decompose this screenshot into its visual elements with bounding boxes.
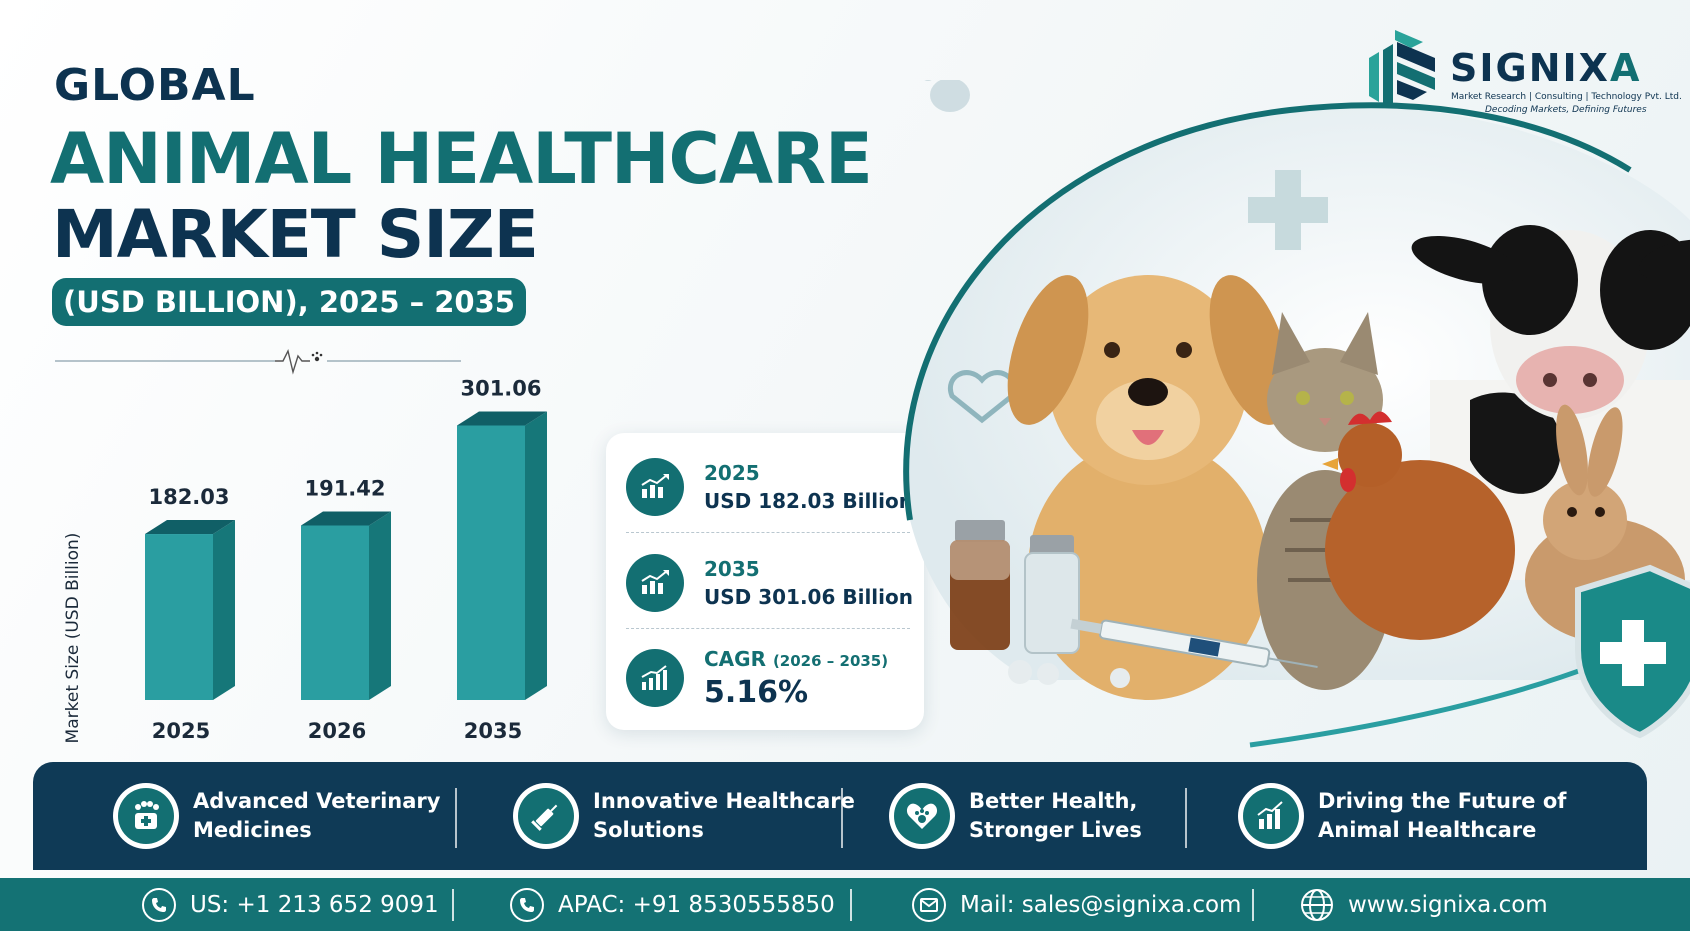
stat-value: USD 301.06 Billion — [704, 585, 913, 609]
feature-line1: Driving the Future of — [1318, 789, 1567, 813]
growth-chart-icon — [626, 554, 684, 612]
title-line-main: ANIMAL HEALTHCARE — [50, 118, 873, 200]
contact-text: US: +1 213 652 9091 — [190, 891, 439, 918]
feature-band: Advanced Veterinary Medicines Innovative … — [33, 762, 1647, 870]
x-tick-label: 2025 — [152, 719, 210, 743]
heart-paw-icon — [889, 783, 955, 849]
bar-side — [369, 511, 391, 700]
x-tick-label: 2035 — [464, 719, 522, 743]
bar-top — [457, 411, 547, 426]
stat-2025: 2025 USD 182.03 Billion — [626, 447, 913, 527]
bar-side — [525, 411, 547, 700]
brand-tagline: Market Research | Consulting | Technolog… — [1451, 92, 1682, 102]
contact-us-phone[interactable]: US: +1 213 652 9091 — [142, 878, 439, 931]
cagr-period: (2026 – 2035) — [772, 651, 889, 670]
stat-divider — [626, 532, 910, 533]
cagr-label: CAGR (2026 – 2035) — [704, 647, 888, 671]
y-axis-label: Market Size (USD Billion) — [63, 533, 83, 744]
brand-name: SIGNIXA — [1450, 46, 1641, 90]
medical-cross-icon — [1248, 170, 1328, 250]
bar-top — [301, 511, 391, 526]
animals-illustration — [903, 80, 1690, 748]
feature-divider — [841, 788, 843, 848]
bar-top — [145, 520, 235, 535]
paw-print-icon — [924, 80, 970, 112]
bar-2025: 182.03 2025 — [145, 485, 235, 743]
feature-line2: Medicines — [193, 818, 312, 842]
cagr-value: 5.16% — [704, 674, 809, 710]
contact-text: APAC: +91 8530555850 — [558, 891, 835, 918]
footer-divider — [850, 889, 852, 921]
contact-footer: US: +1 213 652 9091 APAC: +91 8530555850… — [0, 878, 1690, 931]
signixa-logo-icon — [1369, 30, 1435, 108]
feature-line2: Animal Healthcare — [1318, 818, 1537, 842]
stat-2035: 2035 USD 301.06 Billion — [626, 543, 913, 623]
feature-divider — [455, 788, 457, 848]
feature-divider — [1185, 788, 1187, 848]
growth-chart-icon — [1238, 783, 1304, 849]
title-line-sub: MARKET SIZE — [52, 196, 539, 273]
cagr-label-text: CAGR — [704, 646, 766, 671]
phone-icon — [510, 887, 544, 922]
market-stats-card: 2025 USD 182.03 Billion 2035 USD 301.06 … — [606, 433, 924, 730]
bar-front — [145, 534, 213, 700]
feature-line2: Stronger Lives — [969, 818, 1142, 842]
medicine-bottles-illustration — [950, 520, 1130, 688]
mail-icon — [912, 887, 946, 922]
feature-innovative-solutions: Innovative Healthcare Solutions — [513, 762, 855, 870]
bar-value-label: 301.06 — [460, 377, 541, 401]
footer-divider — [1252, 889, 1254, 921]
x-tick-label: 2026 — [308, 719, 366, 743]
feature-line1: Better Health, — [969, 789, 1138, 813]
phone-icon — [142, 887, 176, 922]
stat-value: USD 182.03 Billion — [704, 489, 913, 513]
bar-side — [213, 520, 235, 700]
globe-icon — [1300, 888, 1334, 922]
brand-slogan: Decoding Markets, Defining Futures — [1485, 105, 1647, 115]
market-size-bar-chart: 182.03 2025 191.42 2026 301.06 2035 Market Si… — [63, 377, 547, 743]
bar-value-label: 182.03 — [148, 485, 229, 509]
bar-2026: 191.42 2026 — [301, 476, 391, 743]
heartbeat-divider-icon — [55, 348, 461, 375]
feature-advanced-veterinary: Advanced Veterinary Medicines — [113, 762, 440, 870]
contact-mail[interactable]: Mail: sales@signixa.com — [912, 878, 1241, 931]
shield-cross-icon — [1575, 564, 1690, 739]
feature-driving-future: Driving the Future of Animal Healthcare — [1238, 762, 1566, 870]
syringe-icon — [513, 783, 579, 849]
feature-line1: Advanced Veterinary — [193, 789, 441, 813]
chicken-illustration — [1322, 411, 1515, 640]
stat-year: 2025 — [704, 461, 760, 485]
title-line-global: GLOBAL — [54, 60, 256, 111]
contact-apac-phone[interactable]: APAC: +91 8530555850 — [510, 878, 835, 931]
footer-divider — [452, 889, 454, 921]
feature-line2: Solutions — [593, 818, 704, 842]
signixa-logo: SIGNIXA Market Research | Consulting | T… — [1365, 28, 1682, 118]
brand-name-main: SIGNIX — [1450, 46, 1610, 90]
paw-medical-icon — [113, 783, 179, 849]
bar-2035: 301.06 2035 — [457, 377, 547, 743]
bar-value-label: 191.42 — [304, 476, 385, 500]
syringe-illustration — [1070, 618, 1318, 669]
stat-year: 2035 — [704, 557, 760, 581]
contact-website[interactable]: www.signixa.com — [1300, 878, 1548, 931]
brand-name-accent: A — [1609, 46, 1642, 90]
stat-divider — [626, 628, 910, 629]
stat-cagr: CAGR (2026 – 2035) 5.16% — [626, 638, 910, 718]
feature-better-health: Better Health, Stronger Lives — [889, 762, 1142, 870]
heart-icon — [947, 370, 1017, 424]
bar-front — [457, 425, 525, 700]
unit-period-pill: (USD BILLION), 2025 – 2035 — [52, 278, 526, 326]
trend-up-icon — [626, 649, 684, 707]
contact-text: Mail: sales@signixa.com — [960, 891, 1242, 918]
feature-line1: Innovative Healthcare — [593, 789, 855, 813]
bar-front — [301, 525, 369, 700]
growth-chart-icon — [626, 458, 684, 516]
contact-text: www.signixa.com — [1348, 891, 1548, 918]
